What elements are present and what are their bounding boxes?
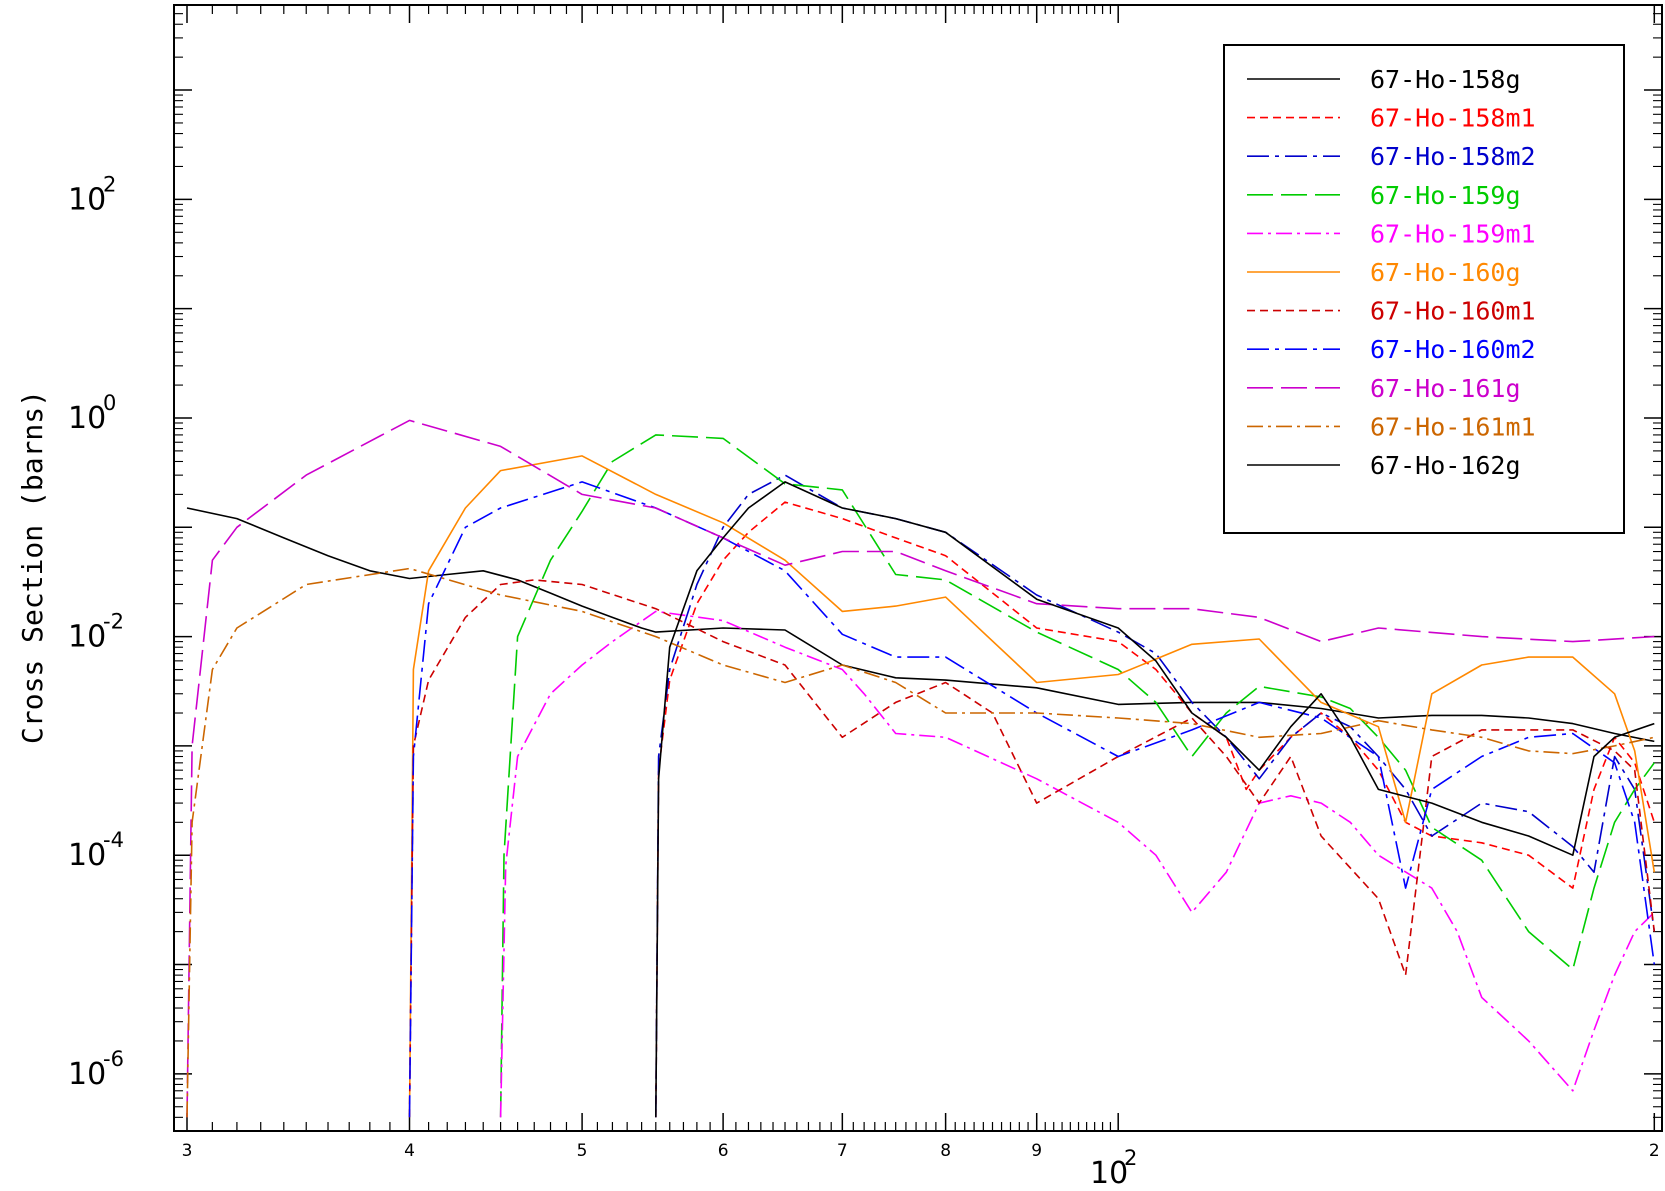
legend-entry: 67-Ho-158m2	[1247, 142, 1536, 171]
series-line-67-Ho-160g	[408, 455, 1656, 1118]
y-tick-label-base: 10	[68, 620, 106, 655]
legend-entry: 67-Ho-159g	[1247, 181, 1521, 210]
legend: 67-Ho-158g 67-Ho-158m1 67-Ho-158m2 67-Ho-15…	[1223, 44, 1625, 534]
legend-box	[1223, 44, 1625, 534]
x-tick-label: 2	[1649, 1141, 1660, 1161]
y-tick-label: 10-6	[68, 1047, 124, 1092]
x-exponent-label: 10 2	[1090, 1146, 1137, 1191]
x-exponent-power: 2	[1124, 1146, 1137, 1170]
series-line-67-Ho-160m1	[408, 579, 1656, 1118]
legend-label: 67-Ho-159g	[1370, 181, 1521, 210]
y-tick-label-base: 10	[68, 838, 106, 873]
y-tick-label-power: -4	[103, 828, 124, 852]
y-tick-label: 102	[68, 172, 116, 217]
legend-entry: 67-Ho-160g	[1247, 258, 1521, 287]
series-line-67-Ho-158g	[186, 507, 1655, 743]
x-tick-label: 6	[718, 1141, 729, 1161]
y-tick-label-base: 10	[68, 182, 106, 217]
series-line-67-Ho-159m1	[499, 610, 1655, 1118]
legend-label: 67-Ho-158m1	[1370, 104, 1536, 133]
legend-label: 67-Ho-162g	[1370, 451, 1521, 480]
legend-label: 67-Ho-161g	[1370, 374, 1521, 403]
legend-label: 67-Ho-160m1	[1370, 297, 1536, 326]
y-tick-label-power: 0	[103, 391, 116, 415]
legend-label: 67-Ho-160g	[1370, 258, 1521, 287]
series-line-67-Ho-158m1	[655, 501, 1656, 1118]
series-line-67-Ho-161g	[186, 419, 1655, 1118]
legend-entry: 67-Ho-160m2	[1247, 335, 1536, 364]
y-tick-label: 10-4	[68, 828, 124, 873]
y-tick-label-power: 2	[103, 172, 116, 196]
x-exponent-base: 10	[1090, 1156, 1128, 1191]
legend-label: 67-Ho-161m1	[1370, 412, 1536, 441]
series-line-67-Ho-160m2	[408, 481, 1656, 1118]
legend-label: 67-Ho-159m1	[1370, 219, 1536, 248]
legend-entry: 67-Ho-161m1	[1247, 412, 1536, 441]
x-tick-label: 3	[182, 1141, 193, 1161]
legend-label: 67-Ho-158g	[1370, 65, 1521, 94]
legend-entry: 67-Ho-162g	[1247, 451, 1521, 480]
y-tick-label-base: 10	[68, 1057, 106, 1092]
series-line-67-Ho-162g	[655, 481, 1655, 1118]
y-tick-label-power: -6	[103, 1047, 124, 1071]
x-tick-label: 8	[940, 1141, 951, 1161]
x-tick-label: 4	[404, 1141, 415, 1161]
y-tick-label: 10-2	[68, 610, 124, 655]
x-tick-label: 9	[1031, 1141, 1042, 1161]
legend-entry: 67-Ho-161g	[1247, 374, 1521, 403]
series-line-67-Ho-161m1	[186, 567, 1655, 1118]
y-tick-label-base: 10	[68, 401, 106, 436]
y-axis-title: Cross Section (barns)	[16, 390, 49, 744]
legend-entry: 67-Ho-158g	[1247, 65, 1521, 94]
legend-label: 67-Ho-158m2	[1370, 142, 1536, 171]
x-tick-label: 5	[577, 1141, 588, 1161]
legend-entry: 67-Ho-159m1	[1247, 219, 1536, 248]
legend-label: 67-Ho-160m2	[1370, 335, 1536, 364]
y-tick-label-power: -2	[103, 610, 124, 634]
legend-entry: 67-Ho-158m1	[1247, 104, 1536, 133]
legend-entry: 67-Ho-160m1	[1247, 297, 1536, 326]
y-tick-label: 100	[68, 391, 116, 436]
x-tick-label: 7	[837, 1141, 848, 1161]
